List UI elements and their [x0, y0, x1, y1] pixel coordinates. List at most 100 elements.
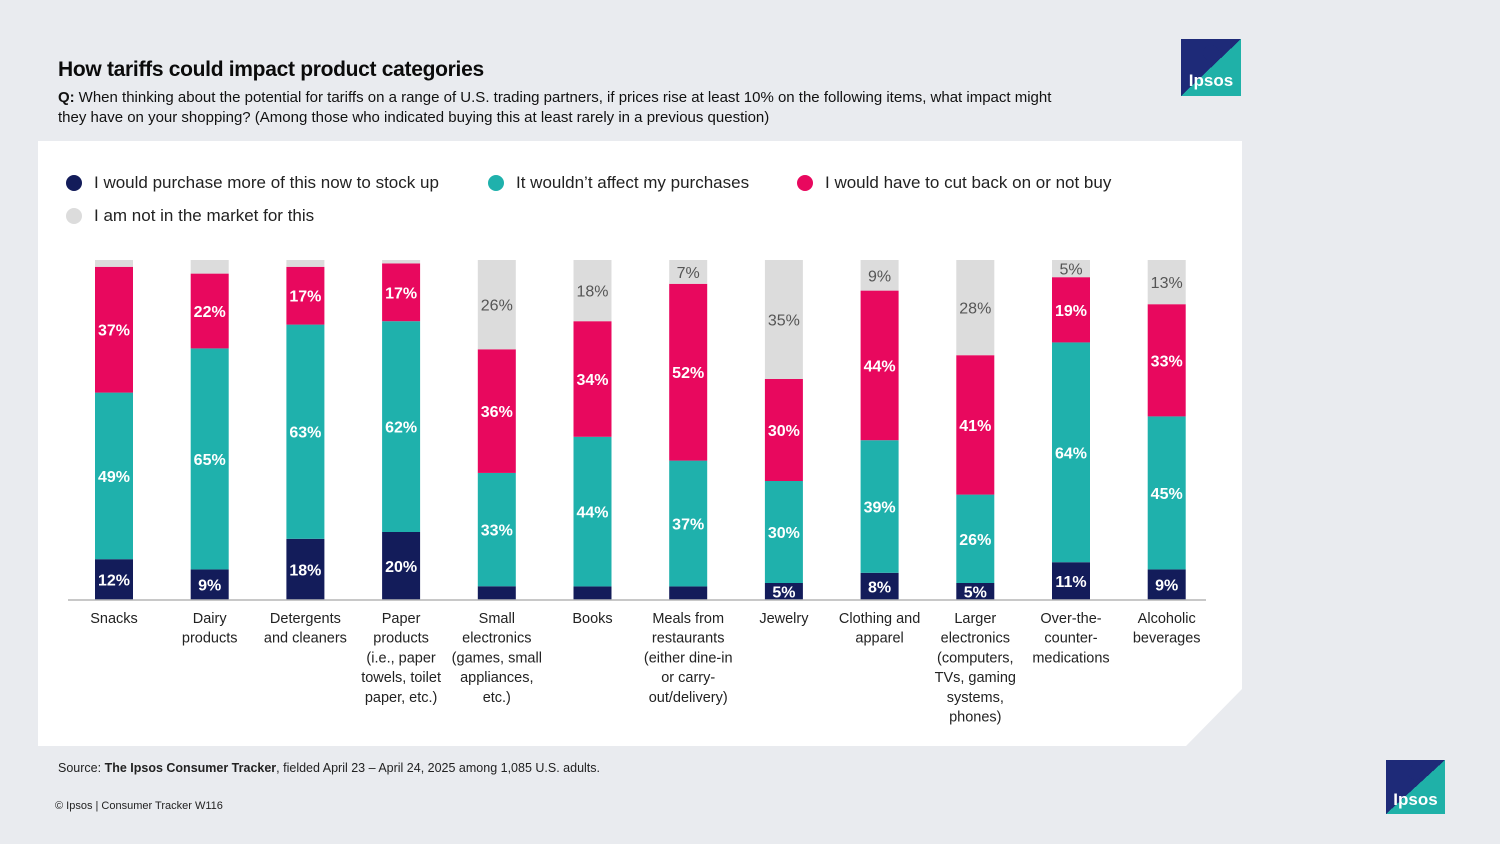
bar-cut_back-4 [477, 349, 516, 473]
category-label-0: Snacks [90, 611, 138, 627]
legend-dot-cut-back [797, 175, 813, 191]
category-label-8: Clothing and apparel [839, 611, 920, 647]
data-label-cut_back-2: 17% [289, 289, 321, 306]
bar-cut_back-10 [1052, 277, 1090, 343]
data-label-stock_up-9: 5% [964, 585, 987, 602]
category-label-5: Books [572, 611, 612, 627]
data-label-not_in_market-10: 5% [1059, 262, 1082, 279]
data-label-stock_up-2: 18% [289, 562, 321, 579]
category-label-2: Detergents and cleaners [264, 611, 347, 647]
bar-stock_up-2 [286, 538, 325, 600]
bar-not_in_market-10 [1052, 260, 1090, 278]
legend-dot-no-effect [488, 175, 504, 191]
question-label: Q: [58, 89, 75, 106]
bar-stock_up-3 [382, 532, 421, 600]
bar-stock_up-4 [477, 586, 516, 600]
logo-text-bottom: Ipsos [1393, 790, 1438, 809]
legend-label-no-effect: It wouldn’t affect my purchases [516, 173, 750, 192]
data-label-cut_back-6: 52% [672, 365, 704, 382]
bar-no_effect-2 [286, 324, 325, 539]
legend-dot-stock-up [66, 175, 82, 191]
data-label-cut_back-11: 33% [1151, 353, 1183, 370]
bar-no_effect-11 [1147, 416, 1186, 570]
copyright-note: © Ipsos | Consumer Tracker W116 [55, 800, 223, 812]
data-label-not_in_market-6: 7% [677, 265, 700, 282]
data-label-no_effect-5: 44% [576, 505, 608, 522]
data-label-stock_up-0: 12% [98, 573, 130, 590]
legend-label-not-in-market: I am not in the market for this [94, 206, 315, 225]
bar-cut_back-3 [382, 263, 421, 322]
data-label-not_in_market-4: 26% [481, 298, 513, 315]
bar-stock_up-1 [190, 569, 229, 600]
bar-not_in_market-3 [382, 260, 421, 264]
bar-cut_back-5 [573, 321, 612, 437]
data-label-no_effect-6: 37% [672, 517, 704, 534]
legend-item-cut-back: I would have to cut back on or not buy [797, 173, 1111, 193]
category-label-4: Small electronics (games, small appliances,… [452, 611, 542, 706]
bar-stock_up-0 [95, 559, 133, 600]
ipsos-logo-bottom: Ipsos [1386, 760, 1445, 814]
bar-no_effect-3 [382, 321, 421, 532]
bar-cut_back-9 [956, 355, 995, 495]
bar-stock_up-7 [764, 583, 803, 600]
data-label-no_effect-10: 64% [1055, 445, 1087, 462]
bar-not_in_market-11 [1147, 260, 1186, 305]
bar-not_in_market-9 [956, 260, 995, 356]
data-label-not_in_market-11: 13% [1151, 275, 1183, 292]
data-label-cut_back-1: 22% [194, 304, 226, 321]
bar-not_in_market-7 [764, 260, 803, 379]
bar-stock_up-11 [1147, 569, 1186, 600]
data-label-stock_up-10: 11% [1055, 574, 1086, 591]
data-label-cut_back-5: 34% [576, 372, 608, 389]
bar-cut_back-11 [1147, 304, 1186, 417]
category-label-7: Jewelry [759, 611, 809, 627]
source-note: Source: The Ipsos Consumer Tracker, fiel… [58, 761, 600, 775]
data-label-no_effect-3: 62% [385, 420, 417, 437]
bar-cut_back-7 [764, 379, 803, 481]
data-label-stock_up-8: 8% [868, 579, 891, 596]
bar-cut_back-8 [860, 290, 899, 441]
question-text: Q: When thinking about the potential for … [58, 88, 1068, 128]
bar-no_effect-7 [764, 481, 803, 583]
bar-no_effect-4 [477, 472, 516, 587]
bar-stock_up-9 [956, 583, 995, 600]
data-label-not_in_market-5: 18% [576, 284, 608, 301]
data-label-cut_back-10: 19% [1055, 303, 1087, 320]
bar-no_effect-8 [860, 440, 899, 573]
bar-not_in_market-6 [669, 260, 708, 284]
bar-no_effect-5 [573, 436, 612, 587]
data-label-no_effect-1: 65% [194, 452, 226, 469]
legend-item-not-in-market: I am not in the market for this [66, 206, 314, 226]
bar-cut_back-2 [286, 266, 325, 325]
category-label-6: Meals from restaurants (either dine-in or c… [644, 611, 733, 706]
bar-no_effect-9 [956, 494, 995, 583]
bar-not_in_market-5 [573, 260, 612, 322]
data-label-cut_back-4: 36% [481, 404, 513, 421]
bar-not_in_market-8 [860, 260, 899, 291]
bar-no_effect-0 [95, 392, 133, 560]
legend-item-stock-up: I would purchase more of this now to sto… [66, 173, 439, 193]
category-label-10: Over-the-counter-medications [1032, 611, 1109, 666]
data-label-no_effect-4: 33% [481, 523, 513, 540]
bar-no_effect-1 [190, 348, 229, 570]
bar-stock_up-8 [860, 572, 899, 600]
category-label-9: Larger electronics (computers, TVs, gaming s… [935, 611, 1016, 726]
bar-not_in_market-1 [190, 260, 229, 274]
chart-panel: I would purchase more of this now to sto… [38, 141, 1242, 746]
data-label-no_effect-2: 63% [289, 425, 321, 442]
question-body: When thinking about the potential for ta… [58, 89, 1052, 126]
bar-not_in_market-4 [477, 260, 516, 350]
legend-item-no-effect: It wouldn’t affect my purchases [488, 173, 749, 193]
source-label: Source: [58, 761, 102, 775]
bar-no_effect-6 [669, 460, 708, 587]
data-label-cut_back-7: 30% [768, 423, 800, 440]
bar-no_effect-10 [1052, 342, 1090, 563]
source-name: The Ipsos Consumer Tracker [104, 761, 277, 775]
data-label-not_in_market-7: 35% [768, 313, 800, 330]
bar-cut_back-1 [190, 273, 229, 349]
bar-not_in_market-0 [95, 260, 133, 267]
category-label-3: Paper products (i.e., paper towels, toilet p… [361, 611, 441, 706]
data-label-cut_back-8: 44% [864, 358, 896, 375]
data-label-no_effect-11: 45% [1151, 486, 1183, 503]
bar-cut_back-0 [95, 266, 133, 393]
